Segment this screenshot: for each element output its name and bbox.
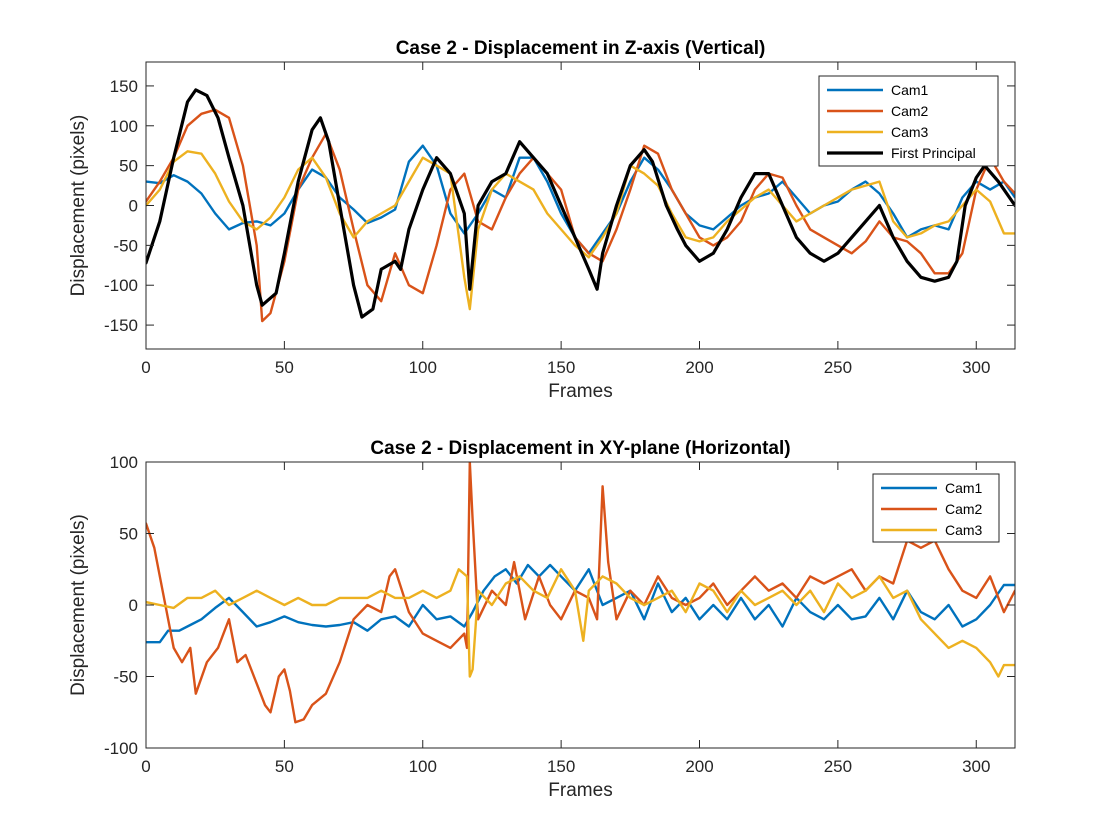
x-tick-label: 250: [824, 358, 852, 377]
y-axis-label: Displacement (pixels): [68, 115, 89, 297]
legend-label-cam1: Cam1: [945, 480, 983, 496]
y-tick-label: -150: [104, 316, 138, 335]
chart-title: Case 2 - Displacement in XY-plane (Horiz…: [370, 438, 790, 459]
y-tick-label: 50: [119, 157, 138, 176]
y-tick-label: 0: [129, 197, 138, 216]
y-tick-label: -100: [104, 739, 138, 758]
y-tick-label: -100: [104, 276, 138, 295]
series-line-cam3: [146, 150, 1015, 311]
y-axis-label: Displacement (pixels): [68, 514, 89, 696]
legend-label-cam2: Cam2: [891, 103, 929, 119]
legend-label-cam2: Cam2: [945, 501, 983, 517]
x-tick-label: 100: [409, 358, 437, 377]
x-tick-label: 300: [962, 358, 990, 377]
y-tick-label: 150: [110, 77, 138, 96]
y-tick-label: 100: [110, 117, 138, 136]
x-tick-label: 0: [141, 757, 150, 776]
x-tick-label: 150: [547, 358, 575, 377]
series-group: [146, 88, 1015, 323]
x-tick-label: 300: [962, 757, 990, 776]
series-line-cam1: [146, 563, 1015, 644]
series-line-first-principal: [146, 88, 1015, 319]
x-tick-label: 250: [824, 757, 852, 776]
legend: Cam1 Cam2 Cam3: [872, 473, 1000, 543]
y-tick-label: 0: [129, 596, 138, 615]
legend-label-cam3: Cam3: [891, 124, 929, 140]
series-line-cam3: [146, 568, 1015, 678]
x-tick-label: 200: [685, 757, 713, 776]
chart-z-axis: 0 50 100 150 200 250 300 -150 -100 -50 0 50 100 150 Ca…: [68, 38, 1016, 402]
x-tick-label: 50: [275, 358, 294, 377]
chart-title: Case 2 - Displacement in Z-axis (Vertica…: [396, 38, 766, 59]
chart-xy-plane: 0 50 100 150 200 250 300 -100 -50 0 50 100 Case 2 - …: [68, 438, 1016, 801]
x-axis-label: Frames: [548, 780, 612, 801]
series-group: [146, 462, 1015, 724]
x-tick-label: 100: [409, 757, 437, 776]
x-axis-label: Frames: [548, 381, 612, 402]
legend-label-cam3: Cam3: [945, 522, 983, 538]
x-tick-label: 150: [547, 757, 575, 776]
y-tick-label: -50: [113, 668, 138, 687]
legend-label-cam1: Cam1: [891, 82, 929, 98]
y-tick-label: -50: [113, 236, 138, 255]
series-line-cam2: [146, 462, 1015, 724]
x-tick-label: 0: [141, 358, 150, 377]
y-tick-label: 50: [119, 525, 138, 544]
legend-label-first-principal: First Principal: [891, 145, 976, 161]
legend: Cam1 Cam2 Cam3 First Principal: [818, 75, 999, 167]
x-tick-label: 50: [275, 757, 294, 776]
y-tick-label: 100: [110, 453, 138, 472]
x-tick-label: 200: [685, 358, 713, 377]
